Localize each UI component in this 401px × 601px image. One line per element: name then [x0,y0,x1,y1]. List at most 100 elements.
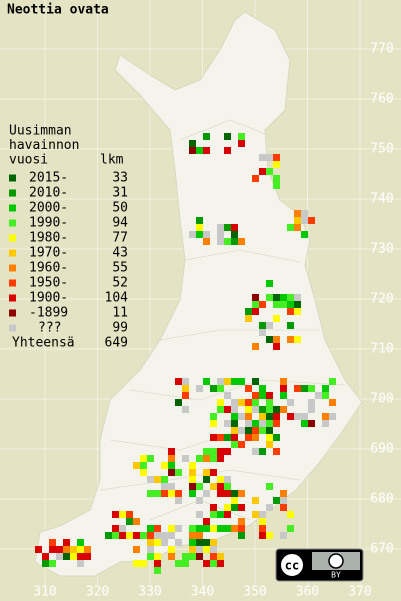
legend-label: 1960- [29,261,68,276]
observation-square [189,553,196,560]
observation-square [266,434,273,441]
observation-square [266,406,273,413]
observation-square [252,343,259,350]
x-tick-label: 330 [138,585,161,600]
observation-square [259,329,266,336]
observation-square [273,154,280,161]
observation-square [231,406,238,413]
observation-square [224,511,231,518]
legend-count: 43 [112,246,128,261]
observation-square [210,504,217,511]
observation-square [189,490,196,497]
observation-square [49,560,56,567]
observation-square [203,231,210,238]
legend-swatch [9,324,16,332]
observation-square [203,490,210,497]
observation-square [252,434,259,441]
observation-square [49,539,56,546]
observation-square [280,385,287,392]
observation-square [322,392,329,399]
observation-square [231,378,238,385]
observation-square [259,413,266,420]
observation-square [259,406,266,413]
observation-square [147,546,154,553]
observation-square [161,539,168,546]
observation-square [252,392,259,399]
observation-square [182,553,189,560]
observation-square [322,385,329,392]
legend-swatch [9,189,16,197]
observation-square [210,483,217,490]
legend-label: 2010- [29,186,68,201]
observation-square [245,399,252,406]
observation-square [231,231,238,238]
observation-square [259,427,266,434]
legend-swatch [9,204,16,212]
observation-square [203,238,210,245]
observation-square [196,147,203,154]
observation-square [196,553,203,560]
observation-square [252,448,259,455]
observation-square [231,427,238,434]
observation-square [112,511,119,518]
observation-square [322,420,329,427]
observation-square [175,399,182,406]
observation-square [294,336,301,343]
observation-square [280,490,287,497]
observation-square [231,504,238,511]
observation-square [329,399,336,406]
observation-square [259,322,266,329]
observation-square [189,140,196,147]
observation-square [294,217,301,224]
observation-square [329,378,336,385]
observation-square [196,224,203,231]
observation-square [259,511,266,518]
observation-square [133,518,140,525]
observation-square [308,399,315,406]
observation-square [182,406,189,413]
observation-square [140,469,147,476]
observation-square [217,553,224,560]
observation-square [224,504,231,511]
observation-square [217,399,224,406]
observation-square [287,413,294,420]
cc-icon: cc [285,559,299,573]
observation-square [287,301,294,308]
observation-square [203,378,210,385]
observation-square [238,532,245,539]
observation-square [217,490,224,497]
observation-square [196,217,203,224]
legend-label: 1900- [29,291,68,306]
legend-swatch [9,219,16,227]
observation-square [217,434,224,441]
observation-square [175,490,182,497]
observation-square [231,413,238,420]
observation-square [168,525,175,532]
observation-square [231,525,238,532]
legend-count: 11 [112,306,128,321]
legend-count-heading: lkm [100,153,124,168]
observation-square [175,560,182,567]
observation-square [168,546,175,553]
observation-square [224,406,231,413]
observation-square [259,525,266,532]
observation-square [301,420,308,427]
observation-square [315,392,322,399]
observation-square [182,385,189,392]
legend-label: 1990- [29,216,68,231]
observation-square [210,560,217,567]
observation-square [217,511,224,518]
legend-count: 50 [112,201,128,216]
observation-square [266,413,273,420]
observation-square [273,434,280,441]
legend-count: 31 [112,186,128,201]
y-tick-label: 690 [370,442,393,457]
observation-square [203,147,210,154]
legend-label: 1980- [29,231,68,246]
observation-square [294,301,301,308]
observation-square [224,434,231,441]
observation-square [210,448,217,455]
legend-swatch [9,279,16,287]
observation-square [203,525,210,532]
